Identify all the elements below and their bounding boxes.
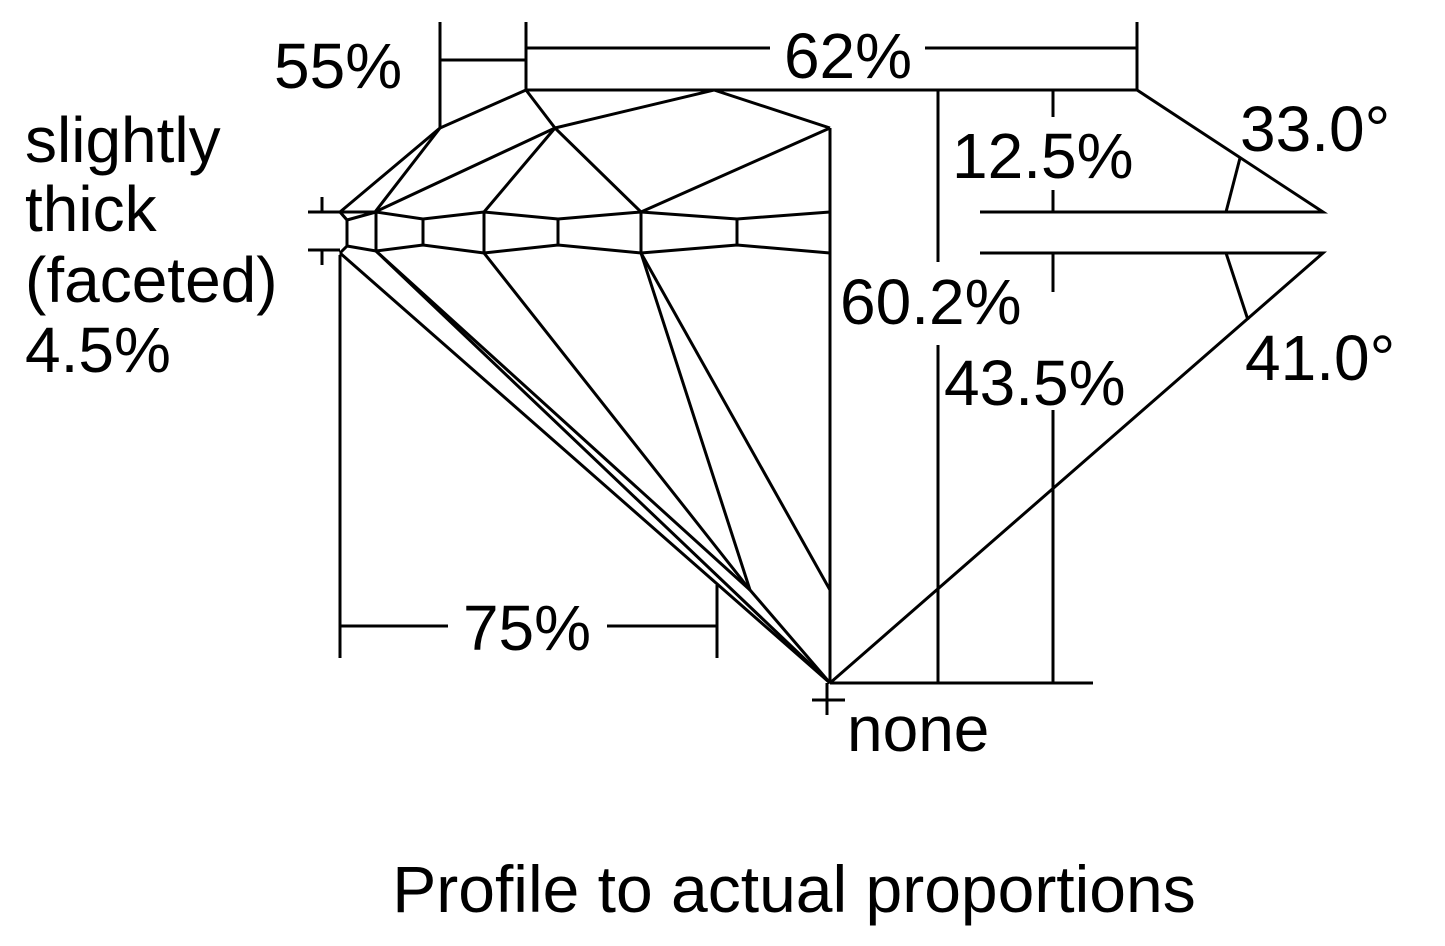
dimension-62-percent — [524, 22, 1139, 90]
culet-marker — [812, 683, 845, 715]
label-culet: none — [847, 693, 989, 765]
label-pavilion-angle: 41.0° — [1245, 322, 1395, 394]
label-crown-height: 12.5% — [952, 120, 1133, 192]
girdle-markers — [308, 197, 340, 265]
right-profile — [829, 88, 1329, 685]
label-crown-angle: 33.0° — [1240, 93, 1390, 165]
label-table: 62% — [784, 20, 912, 92]
caption: Profile to actual proportions — [392, 852, 1195, 926]
label-girdle-thickness: 4.5% — [25, 314, 171, 386]
girdle-facets — [338, 210, 831, 255]
label-total-depth: 60.2% — [840, 266, 1021, 338]
label-girdle-thick: thick — [25, 173, 158, 245]
label-girdle-slightly: slightly — [25, 104, 221, 176]
pavilion-facets — [339, 128, 832, 685]
dimension-55-percent — [438, 22, 526, 128]
label-lower-half: 75% — [463, 592, 591, 664]
label-pavilion-depth: 43.5% — [944, 347, 1125, 419]
crown-facets — [339, 88, 1137, 214]
label-55-percent: 55% — [274, 30, 402, 102]
dimension-75-percent — [338, 255, 719, 658]
depth-lines — [936, 90, 1055, 683]
label-girdle-faceted: (faceted) — [25, 244, 278, 316]
